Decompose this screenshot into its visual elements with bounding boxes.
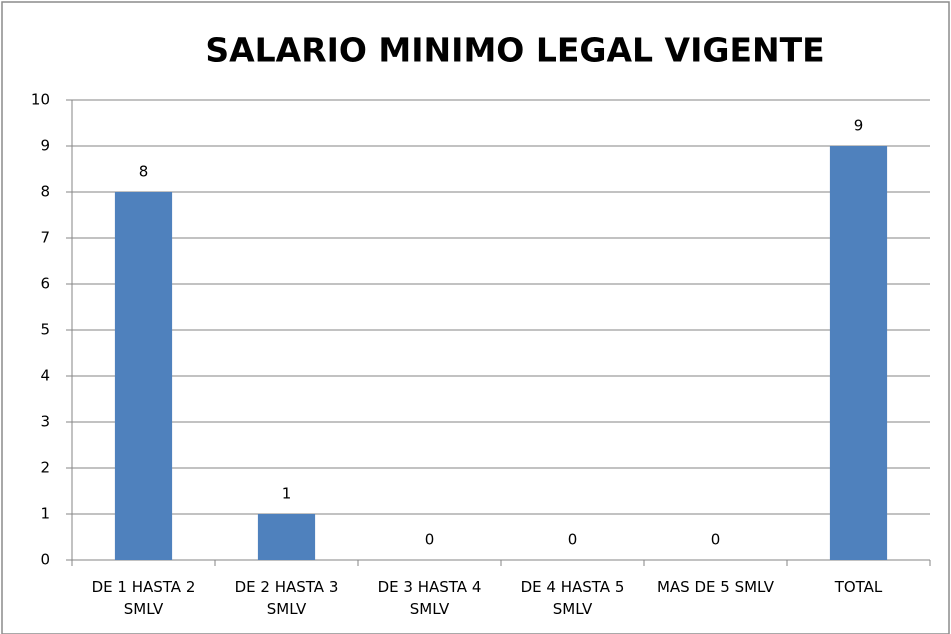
bar — [829, 146, 888, 560]
y-tick-label: 0 — [40, 551, 50, 569]
y-tick-label: 7 — [40, 229, 50, 247]
y-tick-label: 6 — [40, 275, 50, 293]
x-tick-label: DE 1 HASTA 2 SMLV — [91, 578, 196, 618]
y-tick-label: 1 — [40, 505, 50, 523]
y-tick-label: 2 — [40, 459, 50, 477]
bar — [257, 514, 316, 560]
y-tick-label: 4 — [40, 367, 50, 385]
data-label: 0 — [711, 531, 721, 549]
data-label: 0 — [568, 531, 578, 549]
data-label: 0 — [425, 531, 435, 549]
y-tick-label: 10 — [31, 91, 50, 109]
x-tick-label: DE 3 HASTA 4 SMLV — [377, 578, 482, 618]
y-tick-label: 5 — [40, 321, 50, 339]
data-label: 8 — [139, 163, 149, 181]
x-tick-label: DE 2 HASTA 3 SMLV — [234, 578, 339, 618]
y-tick-label: 3 — [40, 413, 50, 431]
x-tick-label: MAS DE 5 SMLV — [656, 578, 775, 596]
x-tick-label: DE 4 HASTA 5 SMLV — [520, 578, 625, 618]
y-tick-label: 9 — [40, 137, 50, 155]
chart-title: SALARIO MINIMO LEGAL VIGENTE — [205, 31, 824, 70]
data-label: 9 — [854, 117, 864, 135]
x-tick-label: TOTAL — [834, 578, 883, 596]
data-label: 1 — [282, 485, 292, 503]
bar — [114, 192, 173, 560]
y-tick-label: 8 — [40, 183, 50, 201]
